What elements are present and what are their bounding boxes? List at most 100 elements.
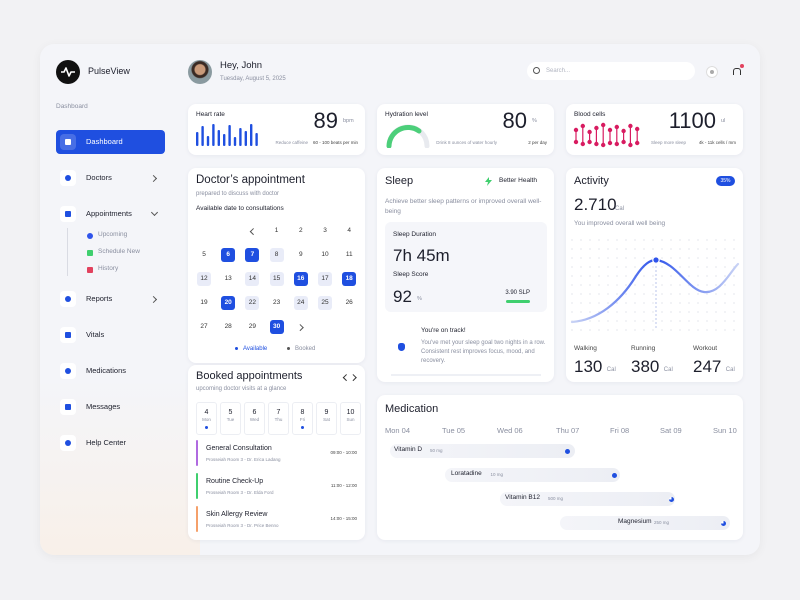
- week-day-name: Thu: [274, 417, 283, 422]
- calendar-day[interactable]: 17: [318, 272, 332, 286]
- week-day[interactable]: 9 Sat: [316, 402, 337, 435]
- calendar-day[interactable]: 1: [274, 227, 279, 234]
- week-day[interactable]: 7 Thu: [268, 402, 289, 435]
- activity-badge: 35%: [716, 176, 735, 186]
- week-day[interactable]: 5 Tue: [220, 402, 241, 435]
- vital-value: 80: [502, 108, 527, 133]
- week-day-number: 6: [252, 409, 257, 416]
- visit-accent: [196, 506, 198, 532]
- card-subtitle: prepared to discuss with doctor: [196, 190, 280, 197]
- calendar-day[interactable]: 5: [202, 251, 206, 258]
- medication-marker: [564, 448, 570, 454]
- visit-time: 09:00 - 10:00: [330, 450, 357, 455]
- visit-title: Skin Allergy Review: [206, 511, 268, 519]
- subnav-label[interactable]: Upcoming: [98, 231, 128, 239]
- nav-label[interactable]: Medications: [86, 365, 127, 375]
- visit-time: 14:00 - 15:00: [330, 516, 357, 521]
- vital-note: Drink 8 ounces of water hourly: [436, 140, 497, 145]
- nav-active[interactable]: [56, 130, 165, 154]
- week-day-name: Sun: [346, 417, 355, 422]
- calendar-day[interactable]: 19: [200, 299, 208, 306]
- hydration-gauge: [386, 124, 430, 148]
- week-day[interactable]: 4 Mon: [196, 402, 217, 435]
- sleep-slp: 3.90 SLP: [505, 290, 530, 296]
- calendar-day[interactable]: 8: [269, 248, 284, 262]
- logo-glyph: [61, 67, 75, 77]
- calendar-day[interactable]: 28: [224, 323, 232, 330]
- calendar-day[interactable]: 12: [197, 272, 211, 286]
- calendar-day[interactable]: 25: [318, 296, 332, 310]
- search-icon: [533, 67, 540, 74]
- week-day-name: Tue: [226, 417, 235, 422]
- nav-glyph: [65, 404, 71, 410]
- calendar-day[interactable]: 11: [345, 251, 353, 258]
- medication-bar: [500, 492, 675, 506]
- activity-total: 2.710: [574, 194, 617, 214]
- sleep-box-edge: [391, 374, 541, 376]
- legend-label: Booked: [295, 345, 316, 352]
- calendar-day[interactable]: 6: [221, 248, 236, 262]
- nav-label[interactable]: Appointments: [86, 208, 132, 218]
- calendar-day[interactable]: 29: [248, 323, 256, 330]
- calendar-day[interactable]: 14: [245, 272, 260, 286]
- calendar-day[interactable]: 2: [298, 227, 303, 234]
- medication-dose: 500 mg: [548, 496, 564, 502]
- calendar-day[interactable]: 7: [245, 248, 260, 262]
- calendar-day[interactable]: 10: [321, 251, 329, 258]
- subnav-label[interactable]: Schedule New: [98, 248, 140, 256]
- medication-dose: 10 mg: [490, 472, 504, 478]
- week-day[interactable]: 8 Fri: [292, 402, 313, 435]
- search-placeholder[interactable]: Search...: [546, 68, 571, 75]
- calendar-day[interactable]: 27: [200, 323, 208, 330]
- bell: [733, 68, 741, 75]
- medication-dose: 50 mg: [429, 448, 443, 454]
- week-day-name: Wed: [249, 417, 260, 422]
- card-title: Activity: [574, 174, 609, 187]
- legend-dot: [235, 347, 238, 350]
- nav-label[interactable]: Doctors: [86, 172, 112, 182]
- week-day[interactable]: 6 Wed: [244, 402, 265, 435]
- calendar-day[interactable]: 15: [269, 272, 284, 286]
- stat-unit: Cal: [663, 366, 673, 373]
- calendar-day[interactable]: 18: [342, 272, 357, 286]
- calendar-day[interactable]: 13: [224, 275, 232, 282]
- stat-label: Running: [631, 345, 656, 353]
- calendar-day[interactable]: 23: [272, 299, 281, 306]
- week-day-name: Sat: [323, 417, 330, 422]
- sleep-duration: 7h 45m: [393, 245, 450, 265]
- search[interactable]: [527, 62, 695, 80]
- nav-label[interactable]: Vitals: [86, 329, 105, 339]
- calendar-day[interactable]: 22: [245, 296, 260, 310]
- subnav-line: [67, 228, 68, 276]
- activity-unit: Cal: [615, 205, 625, 212]
- calendar-day[interactable]: 3: [323, 227, 327, 234]
- sleep-score: 92: [393, 286, 412, 306]
- avatar: [188, 60, 212, 84]
- calendar-day[interactable]: 4: [347, 227, 351, 234]
- vital-value: 89: [313, 108, 338, 133]
- calendar-day[interactable]: 20: [221, 296, 236, 310]
- activity-caption: You improved overall well being: [574, 220, 666, 228]
- nav-label[interactable]: Dashboard: [86, 136, 123, 146]
- date: Tuesday, August 5, 2025: [220, 75, 286, 82]
- week-day-number: 5: [228, 409, 233, 416]
- vital-title: Blood cells: [574, 111, 606, 119]
- activity-card: [566, 168, 743, 382]
- nav-label[interactable]: Help Center: [86, 437, 127, 447]
- week-day[interactable]: 10 Sun: [340, 402, 361, 435]
- calendar-day[interactable]: 30: [269, 320, 284, 334]
- nav-label[interactable]: Messages: [86, 401, 121, 411]
- visit-accent: [196, 440, 198, 466]
- day-label: Mon 04: [385, 425, 411, 435]
- subnav-label[interactable]: History: [98, 265, 119, 273]
- legend-label: Available: [243, 345, 268, 352]
- calendar-day[interactable]: 24: [293, 296, 308, 310]
- week-day-name: Fri: [299, 417, 306, 422]
- nav-label[interactable]: Reports: [86, 293, 113, 303]
- calendar-day[interactable]: 16: [293, 272, 308, 286]
- calendar-day[interactable]: 9: [298, 251, 303, 258]
- slp-bar: [506, 300, 530, 303]
- medication-bar: [560, 516, 730, 530]
- calendar-day[interactable]: 26: [345, 299, 353, 306]
